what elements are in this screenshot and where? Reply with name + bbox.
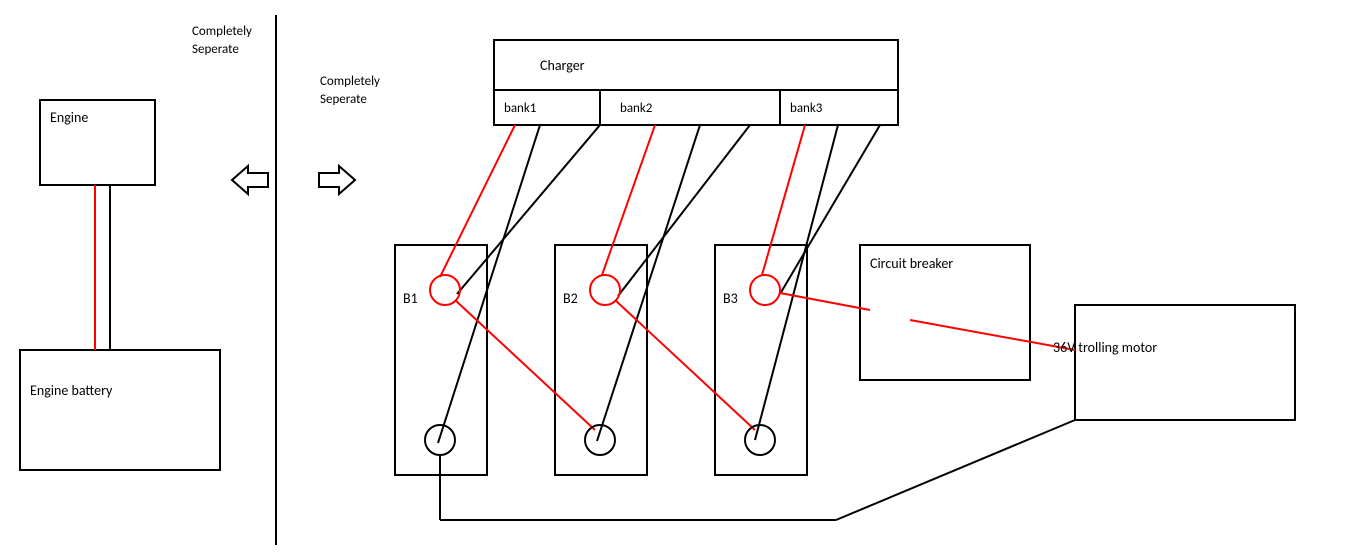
svg-text:36V trolling motor: 36V trolling motor: [1053, 339, 1157, 356]
wiring-diagram: Completely Seperate Completely Seperate Engi…: [0, 0, 1360, 556]
svg-text:Completely: Completely: [320, 74, 380, 89]
svg-text:B3: B3: [723, 290, 738, 307]
svg-text:bank2: bank2: [620, 101, 653, 116]
svg-text:bank3: bank3: [790, 101, 823, 116]
svg-text:B1: B1: [403, 290, 418, 307]
svg-text:Completely: Completely: [192, 24, 252, 39]
svg-text:Seperate: Seperate: [320, 92, 367, 107]
svg-text:Seperate: Seperate: [192, 42, 239, 57]
svg-text:Charger: Charger: [540, 57, 585, 74]
svg-text:bank1: bank1: [504, 101, 536, 116]
svg-text:Engine battery: Engine battery: [30, 382, 113, 399]
svg-text:B2: B2: [563, 290, 578, 307]
svg-text:Engine: Engine: [50, 109, 88, 126]
svg-text:Circuit breaker: Circuit breaker: [870, 255, 953, 272]
